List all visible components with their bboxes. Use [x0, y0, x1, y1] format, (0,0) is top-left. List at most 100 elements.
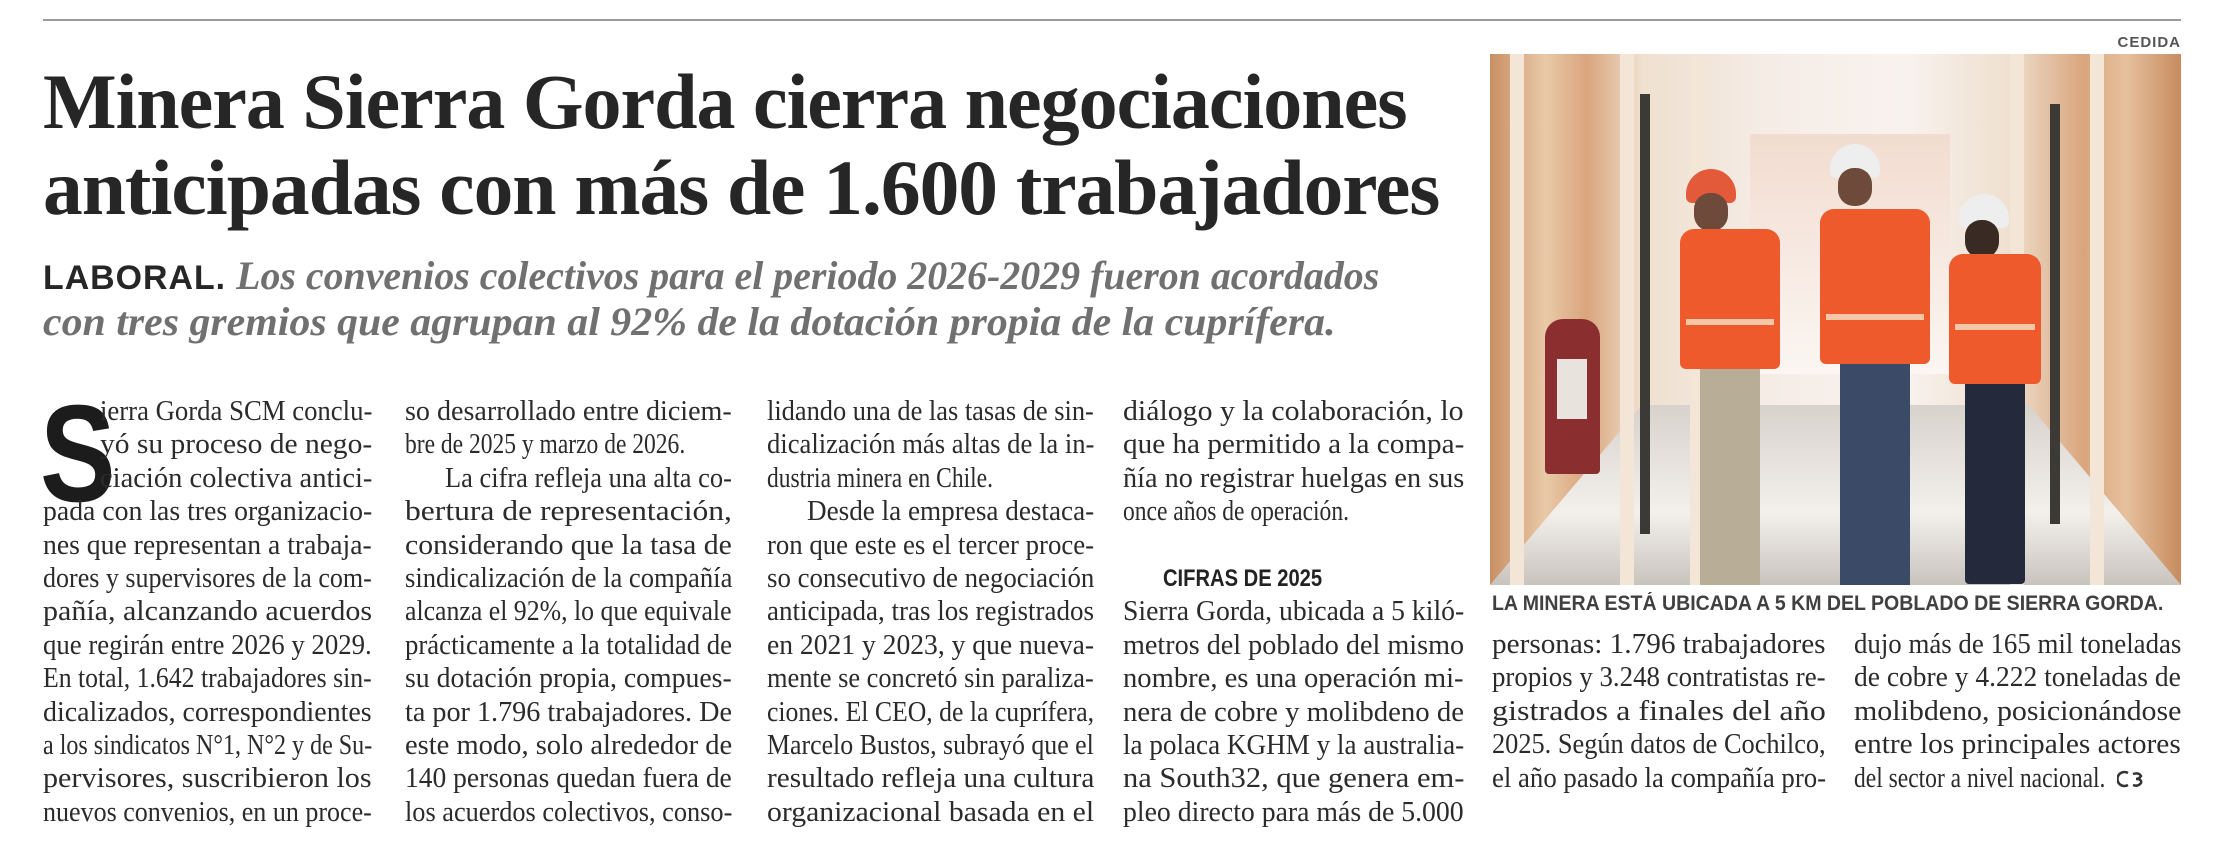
body-line: Sierra Gorda, ubicada a 5 kiló- [1123, 595, 1464, 628]
line-text: considerando que la tasa de [405, 529, 732, 561]
top-rule [43, 19, 2181, 21]
body-line: pervisores, suscribieron los [43, 762, 372, 795]
body-line: once años de operación. [1123, 495, 1464, 528]
body-line: alcanza el 92%, lo que equivale [405, 595, 732, 628]
line-text: prácticamente a la totalidad de [405, 629, 733, 661]
body-line: el año pasado la compañía pro- [1492, 762, 1826, 795]
article-photo [1490, 54, 2181, 585]
body-line: pada con las tres organizacio- [43, 495, 372, 528]
body-line: del sector a nivel nacional. [1854, 762, 2181, 795]
line-text: los acuerdos colectivos, conso- [405, 796, 733, 828]
body-line: que regirán entre 2026 y 2029. [43, 629, 372, 662]
line-text: nes que representan a trabaja- [43, 529, 372, 561]
drop-cap: S [40, 377, 116, 531]
body-line: a los sindicatos N°1, N°2 y de Su- [43, 729, 372, 762]
body-line: mente se concretó sin paraliza- [767, 662, 1094, 695]
line-text: dicalizados, correspondientes [43, 696, 372, 728]
body-line: ñía no registrar huelgas en sus [1123, 462, 1464, 495]
line-text: sindicalización de la compañía [405, 562, 733, 594]
line-text: 2025. Según datos de Cochilco, [1492, 729, 1826, 761]
body-line: dustria minera en Chile. [767, 462, 1094, 495]
headline-line-1: Minera Sierra Gorda cierra negociaciones [43, 58, 1408, 145]
line-text: del sector a nivel nacional. [1854, 762, 2106, 794]
body-line: bre de 2025 y marzo de 2026. [405, 428, 732, 461]
photo-caption: LA MINERA ESTÁ UBICADA A 5 KM DEL POBLAD… [1492, 592, 2164, 615]
line-text: so desarrollado entre diciem- [405, 396, 732, 427]
body-line: ta por 1.796 trabajadores. De [405, 696, 732, 729]
subhead-text: Los convenios colectivos para el periodo… [236, 253, 1380, 298]
body-line: 2025. Según datos de Cochilco, [1492, 728, 1826, 761]
body-line: Desde la empresa destaca- [767, 495, 1094, 528]
body-line: en 2021 y 2023, y que nueva- [767, 629, 1094, 662]
body-line: molibdeno, posicionándose [1854, 695, 2181, 728]
section-heading: CIFRAS DE 2025 [1123, 562, 1464, 595]
line-text: so consecutivo de negociación [767, 562, 1095, 594]
line-text: nombre, es una operación mi- [1123, 663, 1464, 695]
fire-extinguisher [1545, 319, 1600, 474]
line-text: Desde la empresa destaca- [807, 496, 1095, 528]
line-text: personas: 1.796 trabajadores [1492, 629, 1826, 660]
line-text: anticipada, tras los registrados [767, 596, 1095, 628]
line-text: pañía, alcanzando acuerdos [43, 596, 373, 628]
line-text: de cobre y 4.222 toneladas de [1854, 662, 2181, 694]
line-text: gistrados a finales del año [1492, 695, 1826, 727]
kicker: LABORAL. [43, 259, 227, 297]
subhead-line-2: con tres gremios que agrupan al 92% de l… [43, 299, 1336, 344]
line-text: molibdeno, posicionándose [1854, 695, 2182, 727]
line-text: dujo más de 165 mil toneladas [1854, 629, 2182, 660]
line-text: dustria minera en Chile. [767, 462, 993, 494]
body-line: En total, 1.642 trabajadores sin- [43, 662, 372, 695]
body-line: ron que este es el tercer proce- [767, 529, 1094, 562]
body-line: organizacional basada en el [767, 796, 1094, 829]
body-line: dujo más de 165 mil toneladas [1854, 628, 2181, 661]
line-text: En total, 1.642 trabajadores sin- [43, 663, 372, 695]
body-line: Marcelo Bustos, subrayó que el [767, 729, 1094, 762]
body-line: lidando una de las tasas de sin- [767, 395, 1094, 428]
body-line: bertura de representación, [405, 495, 732, 528]
body-line: pleo directo para más de 5.000 [1123, 796, 1464, 829]
body-line: ciación colectiva antici- [43, 462, 372, 495]
line-text: mente se concretó sin paraliza- [767, 663, 1094, 695]
body-line: ciones. El CEO, de la cuprífera, [767, 696, 1094, 729]
line-text: ron que este es el tercer proce- [767, 529, 1095, 561]
line-text: ciones. El CEO, de la cuprífera, [767, 696, 1095, 728]
body-line: pañía, alcanzando acuerdos [43, 595, 372, 628]
line-text: CIFRAS DE 2025 [1163, 564, 1323, 592]
end-mark-icon [2117, 770, 2143, 787]
body-line: propios y 3.248 contratistas re- [1492, 661, 1826, 694]
body-line: metros del poblado del mismo [1123, 629, 1464, 662]
wall-post [1620, 54, 1634, 585]
body-column-5: personas: 1.796 trabajadores propios y 3.… [1492, 628, 1826, 795]
body-line: diálogo y la colaboración, lo [1123, 395, 1464, 428]
line-text: ñía no registrar huelgas en sus [1123, 462, 1465, 494]
line-text: a los sindicatos N°1, N°2 y de Su- [43, 729, 373, 761]
line-text: propios y 3.248 contratistas re- [1492, 662, 1826, 694]
body-column-3: lidando una de las tasas de sin-dicaliza… [767, 395, 1094, 829]
body-line: de cobre y 4.222 toneladas de [1854, 661, 2181, 694]
line-text: Sierra Gorda, ubicada a 5 kiló- [1123, 596, 1465, 628]
door-frame [2050, 104, 2060, 524]
body-line: so desarrollado entre diciem- [405, 395, 732, 428]
body-line: nera de cobre y molibdeno de [1123, 696, 1464, 729]
line-text: nera de cobre y molibdeno de [1123, 696, 1464, 728]
body-column-2: so desarrollado entre diciem-bre de 2025… [405, 395, 732, 829]
line-text: la polaca KGHM y la australia- [1123, 729, 1465, 761]
line-text: yó su proceso de nego- [100, 429, 373, 461]
body-line: personas: 1.796 trabajadores [1492, 628, 1826, 661]
line-text: na South32, que genera em- [1123, 763, 1465, 795]
body-line: nuevos convenios, en un proce- [43, 796, 372, 829]
line-text: dores y supervisores de la com- [43, 562, 372, 594]
subhead-line-1: LABORAL. Los convenios colectivos para e… [43, 254, 1379, 300]
body-line: prácticamente a la totalidad de [405, 629, 732, 662]
body-line: entre los principales actores [1854, 728, 2181, 761]
line-text: nuevos convenios, en un proce- [43, 796, 372, 828]
body-line: considerando que la tasa de [405, 529, 732, 562]
body-line: La cifra refleja una alta co- [405, 462, 732, 495]
line-text: que ha permitido a la compa- [1123, 429, 1465, 461]
line-text: pada con las tres organizacio- [43, 496, 373, 528]
headline-line-2: anticipadas con más de 1.600 trabajadore… [43, 144, 1440, 231]
line-text: dicalización más altas de la in- [767, 429, 1095, 461]
line-text: pleo directo para más de 5.000 [1123, 796, 1464, 828]
wall-post [1510, 54, 1524, 585]
line-text: metros del poblado del mismo [1123, 629, 1465, 661]
